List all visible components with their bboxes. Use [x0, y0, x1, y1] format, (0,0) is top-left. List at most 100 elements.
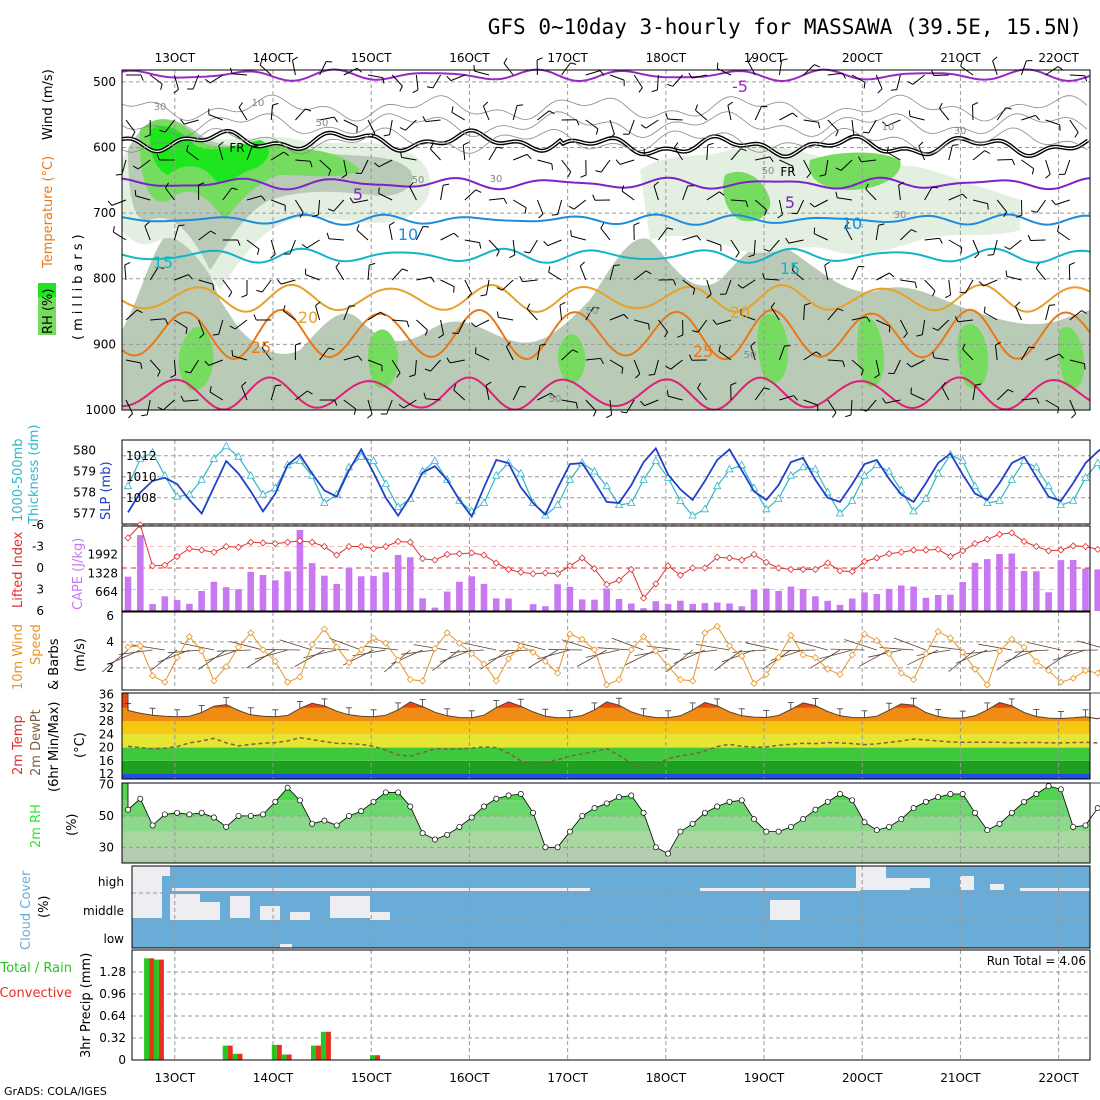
wind-point: [603, 681, 611, 689]
y-tick-1012: 1012: [126, 449, 157, 463]
cape-bar: [443, 591, 451, 611]
li-point: [1032, 542, 1040, 551]
wind-barb-flag: [496, 146, 503, 149]
y-tick-1000: 1000: [85, 403, 116, 417]
li-point: [517, 568, 525, 576]
contour-label: 10: [252, 98, 265, 109]
rh-point: [812, 806, 819, 813]
wind-barb: [778, 60, 783, 76]
wind-barb: [561, 159, 572, 173]
thickness-point: [553, 500, 562, 508]
precip-conv-bar: [276, 1044, 282, 1060]
wind-barb-flag: [185, 327, 188, 334]
wind-barb: [1020, 60, 1027, 76]
wind-barb-flag: [975, 383, 982, 386]
top-tick-20OCT: 20OCT: [842, 51, 883, 65]
wind-barb-flag: [276, 279, 282, 285]
rh-point: [407, 803, 414, 810]
wind-barb: [921, 319, 926, 335]
y-tick-36: 36: [99, 688, 114, 702]
thickness-point: [185, 489, 194, 498]
wind-barb-flag: [572, 349, 579, 353]
temperature-axis-label: Temperature (°C): [41, 156, 56, 269]
cloud-clear-block: [990, 884, 1004, 890]
wind-barb-flag: [538, 213, 544, 219]
wind-barb-flag: [747, 56, 753, 63]
wind-point: [811, 653, 819, 662]
wind-barb: [173, 359, 177, 375]
wind-barb-flag: [613, 264, 620, 266]
wind-barb: [1021, 397, 1037, 401]
cape-bar: [628, 603, 635, 611]
li-point: [799, 565, 807, 573]
wind-point: [1020, 643, 1028, 651]
top-tick-17OCT: 17OCT: [547, 51, 588, 65]
li-point: [247, 538, 255, 546]
wind-barb: [498, 316, 514, 321]
pressure-unit-label: (millibars): [71, 230, 86, 340]
wind-barb-flag: [972, 102, 979, 106]
surface-barb: [625, 649, 657, 666]
wind-barb-flag: [718, 345, 721, 352]
wind-point: [689, 677, 697, 685]
rh-point: [161, 811, 168, 818]
wind-barb-flag: [503, 198, 508, 205]
rh-point: [1033, 791, 1040, 797]
wind-barb: [367, 74, 383, 79]
cape-bar: [713, 602, 721, 611]
cloud-label: Cloud Cover: [19, 870, 34, 950]
wind-barb-flag: [1005, 270, 1008, 277]
wind-barb: [319, 116, 335, 121]
rh-region-green-3: [809, 152, 901, 190]
li-point: [762, 558, 770, 566]
thickness-point: [136, 454, 145, 462]
wind-barb: [851, 266, 859, 281]
wind-barb-flag: [735, 252, 740, 258]
surface-barb: [722, 649, 755, 663]
rh-point: [775, 828, 782, 835]
wind-barb: [557, 199, 563, 215]
li-point: [824, 559, 832, 567]
bottom-tick-20OCT: 20OCT: [842, 1071, 883, 1085]
rh-point: [456, 823, 463, 830]
wind-barb: [457, 319, 466, 334]
surface-barb: [265, 649, 300, 651]
precip-label-a: Total / Rain: [0, 961, 72, 976]
wind-barb-flag: [672, 279, 677, 286]
rh-point: [1057, 786, 1064, 793]
y-tick--3: -3: [32, 540, 44, 554]
y-tick-24: 24: [99, 727, 114, 741]
surface-barb: [294, 649, 325, 667]
thickness-point: [222, 441, 231, 450]
wind-point: [983, 681, 991, 689]
wind-barb: [192, 74, 200, 90]
thickness-point: [933, 468, 943, 477]
wind-barb: [389, 119, 393, 135]
temp-label-c: (6hr Min/Max): [47, 702, 62, 792]
wind-barb-flag: [1083, 363, 1086, 370]
rh-point: [959, 791, 966, 797]
wind-barb-flag: [422, 226, 430, 228]
surface-barb: [167, 649, 202, 654]
wind-barb-flag: [727, 101, 734, 106]
wind-barb: [960, 65, 974, 76]
wind-barb: [803, 119, 819, 123]
wind-barb: [1009, 239, 1022, 250]
bottom-tick-21OCT: 21OCT: [940, 1071, 981, 1085]
wind-point: [652, 647, 660, 655]
bottom-tick-16OCT: 16OCT: [449, 1071, 490, 1085]
wind-barb: [537, 392, 552, 401]
wind-barb: [850, 399, 853, 416]
wind-barb-flag: [485, 381, 492, 386]
wind-barb-flag: [792, 112, 798, 118]
wind-barb-flag: [881, 397, 887, 404]
temp-unit: (°C): [73, 732, 88, 758]
cape-bar: [910, 586, 917, 611]
wind-barb-flag: [548, 110, 555, 115]
wind-barb: [482, 105, 490, 121]
run-total: Run Total = 4.06: [987, 954, 1086, 968]
wind-barb-flag: [962, 193, 968, 199]
li-point: [885, 550, 893, 558]
